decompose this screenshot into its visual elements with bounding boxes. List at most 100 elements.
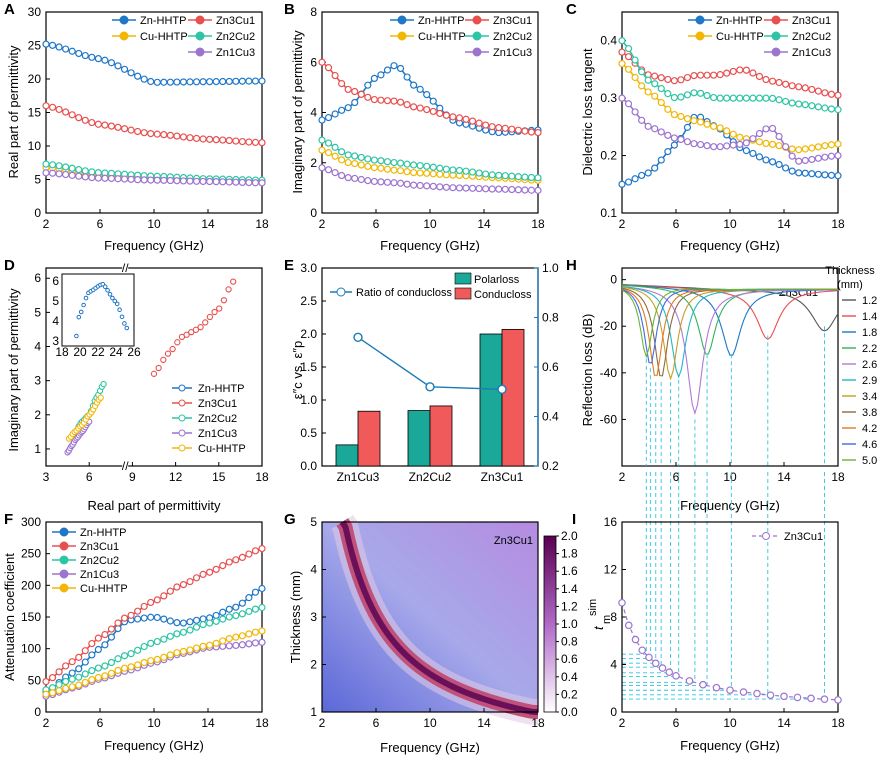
Zn3Cu1-data-point (134, 127, 142, 136)
Zn3Cu1-data-point (488, 123, 496, 131)
inset-xtick-label: 18 (55, 345, 69, 359)
Zn-HHTP-data-point (232, 603, 240, 611)
Zn3Cu1-data-point (81, 116, 89, 124)
Cu-HHTP-data-point (324, 149, 333, 157)
Zn2Cu2-data-point (638, 68, 646, 76)
Zn3Cu1-data-point (508, 125, 516, 133)
Zn3Cu1-data-point (120, 614, 129, 622)
Zn1Cu3-data-point (762, 125, 770, 133)
Zn-HHTP-data-point (107, 633, 116, 641)
Zn1Cu3-data-point (101, 174, 109, 182)
Zn3Cu1-data-point (140, 602, 148, 611)
Zn3Cu1-data-point (775, 78, 783, 87)
Zn-HHTP-data-point (245, 77, 253, 85)
Zn-HHTP-data-point (390, 62, 398, 70)
colorbar-tick-label: 0.8 (561, 635, 578, 649)
Zn1Cu3-data-point (258, 179, 266, 187)
f-xlabel: Frequency (GHz) (104, 738, 204, 753)
Zn3Cu1-data-point (199, 570, 207, 578)
Zn1Cu3-data-point (338, 171, 346, 180)
inset-data-point (119, 314, 125, 320)
Zn1Cu3-data-point (179, 177, 188, 185)
tm-data-point (672, 671, 680, 680)
Zn2Cu2-data-point (75, 673, 83, 681)
Cu-HHTP-data-point (827, 141, 836, 149)
Zn3Cu1-data-point (68, 111, 76, 119)
Zn2Cu2-data-point (755, 94, 764, 102)
Zn3Cu1-data-point (495, 124, 503, 132)
Cu-HHTP-data-point (677, 112, 685, 121)
inset-data-point (102, 284, 108, 290)
Zn2Cu2-data-point (768, 94, 777, 103)
Zn2Cu2-data-point (173, 630, 181, 638)
Cu-HHTP-data-point (42, 690, 50, 698)
Zn-HHTP-data-point (179, 619, 188, 627)
Zn3Cu1-data-point (736, 66, 744, 74)
g-ytick-label: 2 (310, 658, 317, 672)
axis-break-mask (122, 463, 129, 469)
f-xtick-label: 10 (147, 716, 161, 730)
Zn2Cu2-data-point (482, 170, 490, 178)
Zn-HHTP-data-point (48, 41, 57, 49)
Zn1Cu3-data-point (238, 641, 246, 649)
Zn3Cu1-data-point (160, 356, 167, 364)
Zn-HHTP-data-point (749, 149, 757, 158)
Zn2Cu2-data-point (134, 646, 142, 654)
f-legend-marker (59, 569, 69, 579)
Cu-HHTP-data-point (101, 672, 109, 680)
Cu-HHTP-data-point (736, 133, 744, 141)
Zn-HHTP-data-point (762, 156, 770, 164)
Cu-HHTP-data-point (179, 647, 188, 656)
g-xtick-label: 2 (319, 716, 326, 730)
c-xtick-label: 10 (723, 217, 737, 231)
e-category-label: Zn2Cu2 (409, 470, 452, 484)
Zn2Cu2-data-point (94, 664, 102, 672)
i-ylabel-sub: m (601, 615, 613, 624)
Zn3Cu1-data-point (48, 674, 57, 682)
Zn3Cu1-data-point (834, 91, 842, 99)
g-ylabel: Thickness (mm) (288, 571, 303, 663)
Zn1Cu3-data-point (68, 171, 76, 179)
Cu-HHTP-data-point (206, 641, 214, 649)
ratio-point (425, 382, 435, 392)
Zn3Cu1-data-point (220, 297, 228, 304)
f-legend-marker (59, 527, 69, 537)
Zn1Cu3-data-point (657, 128, 665, 136)
Zn-HHTP-data-point (618, 180, 626, 188)
tm-curve (621, 602, 839, 701)
Zn3Cu1-data-point (114, 123, 122, 131)
Zn-HHTP-data-point (219, 77, 227, 86)
Zn1Cu3-data-point (410, 181, 418, 189)
Zn-HHTP-data-point (225, 605, 233, 613)
Zn2Cu2-data-point (749, 94, 757, 102)
Zn-HHTP-data-point (166, 617, 174, 625)
Zn1Cu3-data-point (153, 176, 161, 184)
Zn3Cu1-data-point (42, 677, 50, 686)
colorbar-tick-label: 0.6 (561, 652, 578, 666)
Zn-HHTP-data-point (75, 665, 83, 673)
inset-data-point (81, 302, 86, 308)
Zn3Cu1-data-point (324, 64, 333, 72)
Zn3Cu1-data-point (377, 96, 385, 104)
inset-xtick-label: 24 (109, 345, 123, 359)
polarloss-bar (407, 410, 431, 467)
Zn3Cu1-data-point (173, 583, 181, 591)
Zn2Cu2-data-point (318, 136, 326, 144)
Zn1Cu3-data-point (631, 108, 639, 116)
i-ytick-label: 16 (604, 515, 618, 529)
d-legend-label: Zn1Cu3 (198, 428, 237, 440)
Zn3Cu1-data-point (230, 278, 237, 285)
h-legend-label: 1.4 (862, 311, 877, 323)
Cu-HHTP-data-point (219, 637, 227, 645)
Zn3Cu1-data-point (729, 67, 737, 76)
Zn1Cu3-data-point (351, 174, 359, 183)
Zn2Cu2-data-point (631, 56, 639, 64)
d-ytick-label: 6 (34, 271, 41, 285)
Zn2Cu2-data-point (377, 157, 385, 165)
Zn2Cu2-data-point (436, 164, 444, 172)
Zn-HHTP-data-point (173, 619, 181, 627)
a-legend-label: Zn1Cu3 (216, 47, 255, 59)
Zn2Cu2-data-point (212, 617, 220, 625)
Zn-HHTP-data-point (423, 91, 431, 99)
Cu-HHTP-data-point (55, 687, 63, 695)
